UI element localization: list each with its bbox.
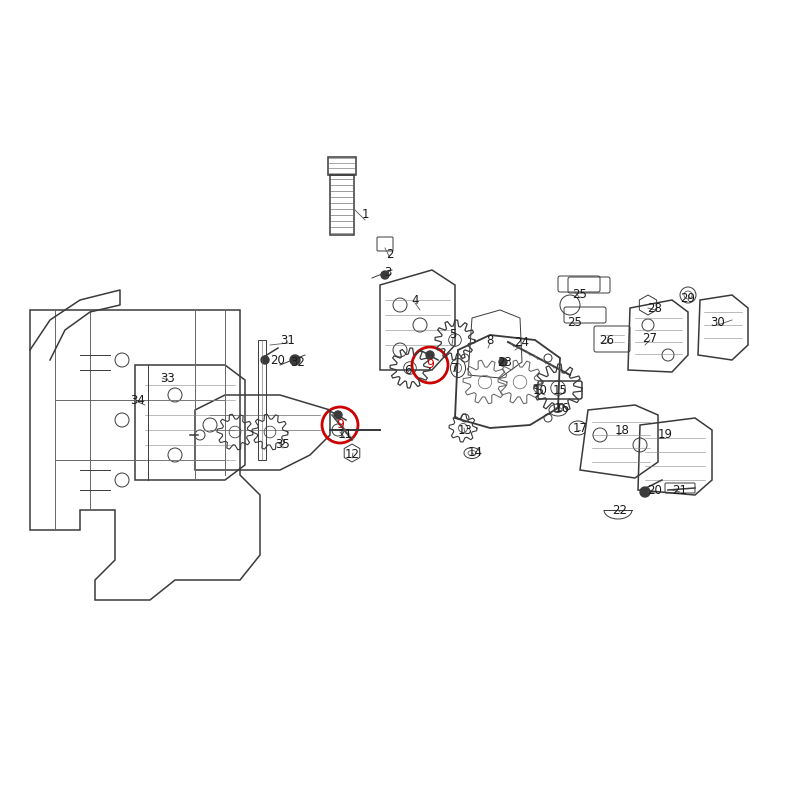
Text: 20: 20: [647, 483, 662, 497]
Text: 4: 4: [411, 294, 418, 306]
Text: 27: 27: [642, 331, 658, 345]
Text: 11: 11: [338, 429, 353, 442]
Text: 24: 24: [514, 335, 530, 349]
Text: 19: 19: [658, 429, 673, 442]
Text: 8: 8: [486, 334, 494, 346]
Text: 9: 9: [336, 418, 344, 431]
Circle shape: [261, 356, 269, 364]
Text: 18: 18: [614, 423, 630, 437]
Text: 35: 35: [276, 438, 290, 451]
Text: 26: 26: [599, 334, 614, 346]
Text: 30: 30: [710, 315, 726, 329]
Text: 13: 13: [458, 423, 473, 437]
Text: 9: 9: [426, 358, 434, 371]
Circle shape: [334, 411, 342, 419]
Text: 6: 6: [404, 363, 412, 377]
Text: 15: 15: [553, 383, 567, 397]
Circle shape: [381, 271, 389, 279]
Text: 14: 14: [467, 446, 482, 458]
Bar: [330, 175, 354, 235]
Text: 31: 31: [281, 334, 295, 346]
Text: 16: 16: [554, 402, 570, 414]
Text: 12: 12: [345, 449, 359, 462]
Text: 23: 23: [498, 355, 513, 369]
Text: 25: 25: [573, 289, 587, 302]
Text: 21: 21: [673, 483, 687, 497]
Circle shape: [499, 358, 507, 366]
Circle shape: [290, 355, 300, 365]
Text: 33: 33: [161, 371, 175, 385]
Text: 28: 28: [647, 302, 662, 314]
Text: 2: 2: [386, 249, 394, 262]
Circle shape: [640, 487, 650, 497]
Text: 1: 1: [362, 209, 369, 222]
Bar: [258, 340, 266, 460]
Text: 32: 32: [290, 357, 306, 370]
Circle shape: [426, 351, 434, 359]
Text: 20: 20: [270, 354, 286, 366]
Text: 7: 7: [451, 362, 458, 374]
Text: 5: 5: [450, 329, 457, 342]
Text: 34: 34: [130, 394, 146, 406]
Text: 3: 3: [384, 266, 392, 279]
Text: 10: 10: [533, 383, 547, 397]
Text: 29: 29: [681, 291, 695, 305]
Bar: [328, 157, 356, 175]
Text: 17: 17: [573, 422, 587, 434]
Text: 22: 22: [613, 503, 627, 517]
Text: 25: 25: [567, 315, 582, 329]
